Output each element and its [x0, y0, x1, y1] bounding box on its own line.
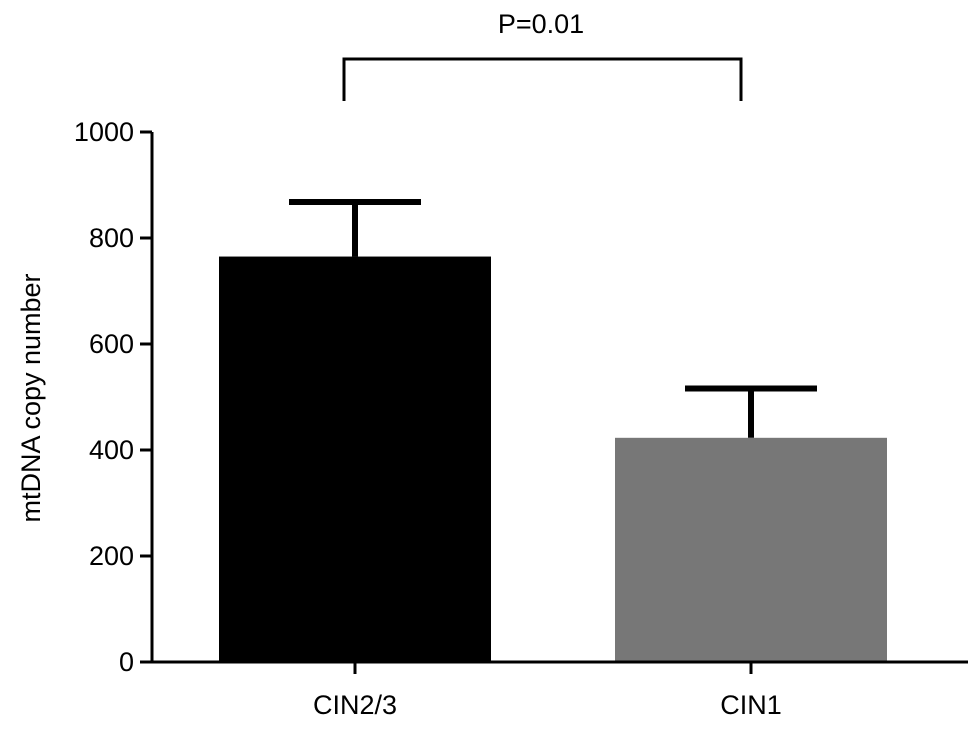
y-tick-label: 600 [89, 329, 134, 359]
y-tick-label: 200 [89, 541, 134, 571]
bar-cin2-3 [219, 256, 491, 662]
y-tick-label: 400 [89, 435, 134, 465]
x-axis-ticks: CIN2/3 CIN1 [313, 662, 782, 720]
y-tick-label: 800 [89, 223, 134, 253]
bar-cin1 [615, 437, 887, 662]
significance-label: P=0.01 [498, 9, 584, 39]
y-tick-label: 1000 [74, 117, 134, 147]
x-tick-label: CIN2/3 [313, 690, 397, 720]
y-axis-ticks: 0 200 400 600 800 1000 [74, 117, 152, 677]
bars [219, 256, 887, 662]
significance-bracket [342, 57, 743, 101]
y-axis-title: mtDNA copy number [16, 273, 46, 522]
y-tick-label: 0 [119, 647, 134, 677]
x-tick-label: CIN1 [720, 690, 782, 720]
error-bars [289, 198, 817, 438]
